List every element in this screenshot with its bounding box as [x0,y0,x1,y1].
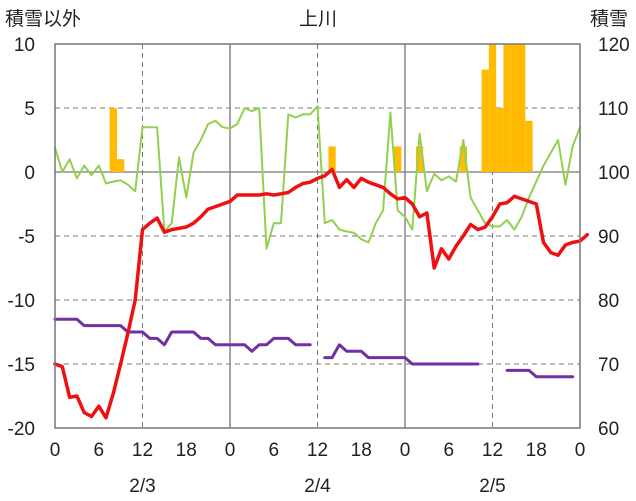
wind-line [53,317,312,353]
right-tick-label: 100 [598,163,630,184]
precip-bar [481,69,489,172]
left-tick-label: -5 [18,227,35,248]
precip-bar [109,108,117,172]
plot-frame [54,43,581,429]
date-label: 2/4 [304,476,331,497]
precip-bar [496,108,504,172]
left-tick-label: -20 [8,419,35,440]
wind-line [323,343,480,366]
precip-bar [488,44,497,172]
x-tick-label: 0 [575,440,586,461]
x-tick-label: 6 [268,440,279,461]
precip-bar [503,44,511,172]
x-tick-label: 0 [400,440,411,461]
precip-bar [510,44,519,172]
x-tick-label: 18 [176,440,197,461]
x-tick-label: 12 [132,440,153,461]
temperature-line [53,167,590,420]
x-tick-label: 18 [351,440,372,461]
left-tick-label: 10 [14,35,35,56]
left-tick-label: -15 [8,355,35,376]
precip-bar [518,44,526,172]
left-tick-label: -10 [8,291,35,312]
x-tick-label: 6 [93,440,104,461]
precip-bar [116,159,125,172]
date-label: 2/5 [479,476,505,497]
left-axis-title: 積雪以外 [5,8,81,30]
x-tick-label: 0 [50,440,61,461]
snow-depth-line [54,105,581,250]
grid-lines [55,44,580,428]
x-tick-label: 12 [307,440,328,461]
x-tick-label: 0 [225,440,236,461]
right-tick-label: 90 [598,227,619,248]
date-label: 2/3 [129,476,155,497]
precip-bar [415,146,424,172]
series-lines [53,105,590,420]
precip-bar [525,120,533,172]
left-tick-label: 0 [24,163,35,184]
precip-bar [328,146,336,172]
right-tick-label: 110 [598,99,628,120]
precip-bar [394,146,402,172]
precip-bars [109,44,533,172]
right-tick-label: 80 [598,291,619,312]
x-tick-label: 12 [482,440,503,461]
chart-title: 上川 [299,8,337,30]
right-tick-label: 70 [598,355,619,376]
x-tick-label: 6 [443,440,454,461]
right-tick-label: 120 [598,35,630,56]
right-tick-label: 60 [598,419,619,440]
wind-line [505,368,575,379]
x-tick-label: 18 [526,440,547,461]
right-axis-title: 積雪 [590,8,628,30]
left-tick-label: 5 [24,99,35,120]
precip-bar [459,146,467,172]
